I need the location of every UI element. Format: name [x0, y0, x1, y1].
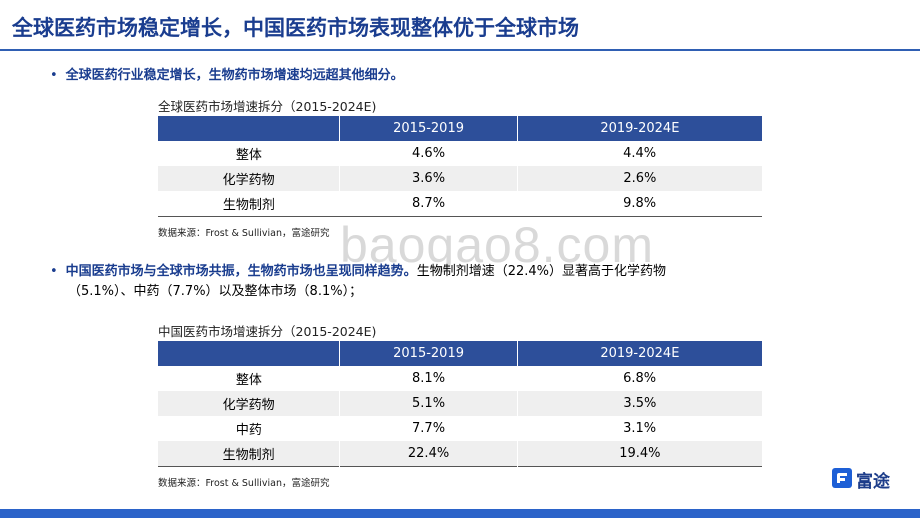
- watermark: baogao8.com: [340, 217, 655, 273]
- bullet-china-highlight: 中国医药市场与全球市场共振，生物药市场也呈现同样趋势。: [65, 264, 417, 279]
- table-cell-value: 2.6%: [517, 166, 762, 191]
- table-header-cell: 2015-2019: [339, 341, 518, 366]
- bullet-global-highlight: 全球医药行业稳定增长，生物药市场增速均远超其他细分。: [65, 68, 404, 83]
- title-divider: [0, 49, 920, 51]
- global-table-source: 数据来源：Frost & Sullivian，富途研究: [158, 228, 330, 239]
- page-title: 全球医药市场稳定增长，中国医药市场表现整体优于全球市场: [12, 16, 579, 40]
- table-cell-value: 9.8%: [623, 196, 657, 211]
- table-row: 生物制剂 22.4% 19.4%: [158, 441, 762, 467]
- table-cell-value: 7.7%: [412, 421, 446, 436]
- table-row: 化学药物 5.1% 3.5%: [158, 391, 762, 416]
- table-cell-value: 8.1%: [412, 371, 446, 386]
- table-header-cell: 2019-2024E: [517, 116, 762, 141]
- global-growth-table: 2015-2019 2019-2024E 整体 4.6% 4.4% 化学药物 3…: [158, 116, 762, 217]
- table-cell-category: 中药: [235, 423, 262, 438]
- table-row: 中药 7.7% 3.1%: [158, 416, 762, 441]
- table-header-cell: 2015-2019: [339, 116, 518, 141]
- table-cell-category: 整体: [235, 148, 262, 163]
- logo-text: 富途: [856, 472, 890, 492]
- bullet-dot: •: [50, 68, 58, 83]
- table-header-row: 2015-2019 2019-2024E: [158, 116, 762, 141]
- table-cell-category: 化学药物: [158, 166, 341, 191]
- table-row: 整体 8.1% 6.8%: [158, 366, 762, 391]
- bullet-dot: •: [50, 264, 58, 279]
- futu-logo-icon: [832, 468, 852, 488]
- table-cell-category: 整体: [235, 373, 262, 388]
- bullet-china-text: 生物制剂增速（22.4%）显著高于化学药物: [416, 264, 666, 279]
- table-cell-value: 6.8%: [623, 371, 657, 386]
- table-cell-value: 3.6%: [339, 166, 518, 191]
- table-header-cell: 2019-2024E: [517, 341, 762, 366]
- table-cell-category: 生物制剂: [158, 441, 341, 467]
- table-header-row: 2015-2019 2019-2024E: [158, 341, 762, 366]
- table-cell-category: 生物制剂: [222, 198, 275, 213]
- china-table-caption: 中国医药市场增速拆分（2015-2024E): [158, 324, 377, 339]
- table-cell-category: 化学药物: [158, 391, 341, 416]
- bullet-global: • 全球医药行业稳定增长，生物药市场增速均远超其他细分。: [50, 66, 404, 86]
- table-cell-value: 5.1%: [339, 391, 518, 416]
- title-bar: 全球医药市场稳定增长，中国医药市场表现整体优于全球市场: [0, 0, 920, 52]
- table-cell-value: 8.7%: [412, 196, 446, 211]
- table-row: 化学药物 3.6% 2.6%: [158, 166, 762, 191]
- table-cell-value: 22.4%: [339, 441, 518, 467]
- footer-bar: [0, 509, 920, 518]
- table-cell-value: 19.4%: [517, 441, 762, 467]
- table-row: 生物制剂 8.7% 9.8%: [158, 191, 762, 217]
- table-cell-value: 3.1%: [623, 421, 657, 436]
- table-header-cell: [158, 116, 341, 141]
- global-table-caption: 全球医药市场增速拆分（2015-2024E): [158, 99, 377, 114]
- table-row: 整体 4.6% 4.4%: [158, 141, 762, 166]
- china-growth-table: 2015-2019 2019-2024E 整体 8.1% 6.8% 化学药物 5…: [158, 341, 762, 467]
- china-table-source: 数据来源：Frost & Sullivian，富途研究: [158, 478, 330, 489]
- bullet-china-line2: （5.1%）、中药（7.7%）以及整体市场（8.1%）；: [68, 284, 363, 299]
- table-header-cell: [158, 341, 341, 366]
- bullet-china: • 中国医药市场与全球市场共振，生物药市场也呈现同样趋势。生物制剂增速（22.4%…: [50, 262, 666, 282]
- table-cell-value: 3.5%: [517, 391, 762, 416]
- table-cell-value: 4.6%: [412, 146, 446, 161]
- table-cell-value: 4.4%: [623, 146, 657, 161]
